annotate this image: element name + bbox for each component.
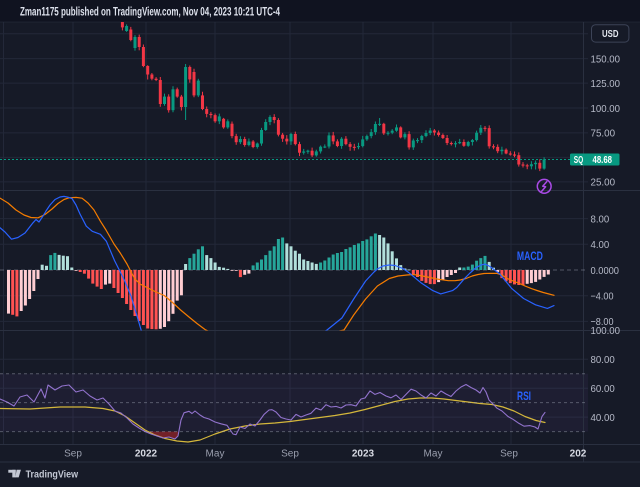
svg-text:202: 202: [570, 449, 587, 460]
svg-text:2022: 2022: [135, 449, 158, 460]
svg-text:May: May: [206, 449, 225, 460]
svg-text:MACD: MACD: [517, 251, 543, 263]
svg-text:40.00: 40.00: [591, 412, 615, 424]
svg-text:48.68: 48.68: [593, 155, 613, 166]
svg-text:USD: USD: [602, 29, 619, 40]
svg-text:0.0000: 0.0000: [591, 265, 620, 277]
svg-text:125.00: 125.00: [591, 78, 621, 90]
svg-text:60.00: 60.00: [591, 383, 615, 395]
svg-text:80.00: 80.00: [591, 354, 615, 366]
svg-text:SQ: SQ: [574, 155, 584, 166]
svg-text:Zman1175 published on TradingV: Zman1175 published on TradingView.com, N…: [20, 6, 280, 18]
svg-text:TradingView: TradingView: [26, 470, 79, 481]
svg-text:4.00: 4.00: [591, 239, 610, 251]
svg-text:100.00: 100.00: [591, 103, 621, 115]
svg-text:2023: 2023: [352, 449, 375, 460]
svg-text:150.00: 150.00: [591, 53, 621, 65]
svg-text:8.00: 8.00: [591, 213, 610, 225]
svg-text:RSI: RSI: [517, 391, 531, 403]
svg-text:Sep: Sep: [500, 449, 518, 460]
svg-text:Sep: Sep: [281, 449, 299, 460]
svg-text:25.00: 25.00: [591, 177, 616, 189]
svg-text:−8.00: −8.00: [591, 316, 614, 328]
svg-text:−4.00: −4.00: [591, 291, 614, 303]
svg-text:75.00: 75.00: [591, 128, 616, 140]
svg-text:100.00: 100.00: [591, 325, 621, 337]
svg-text:May: May: [424, 449, 443, 460]
svg-text:Sep: Sep: [64, 449, 82, 460]
